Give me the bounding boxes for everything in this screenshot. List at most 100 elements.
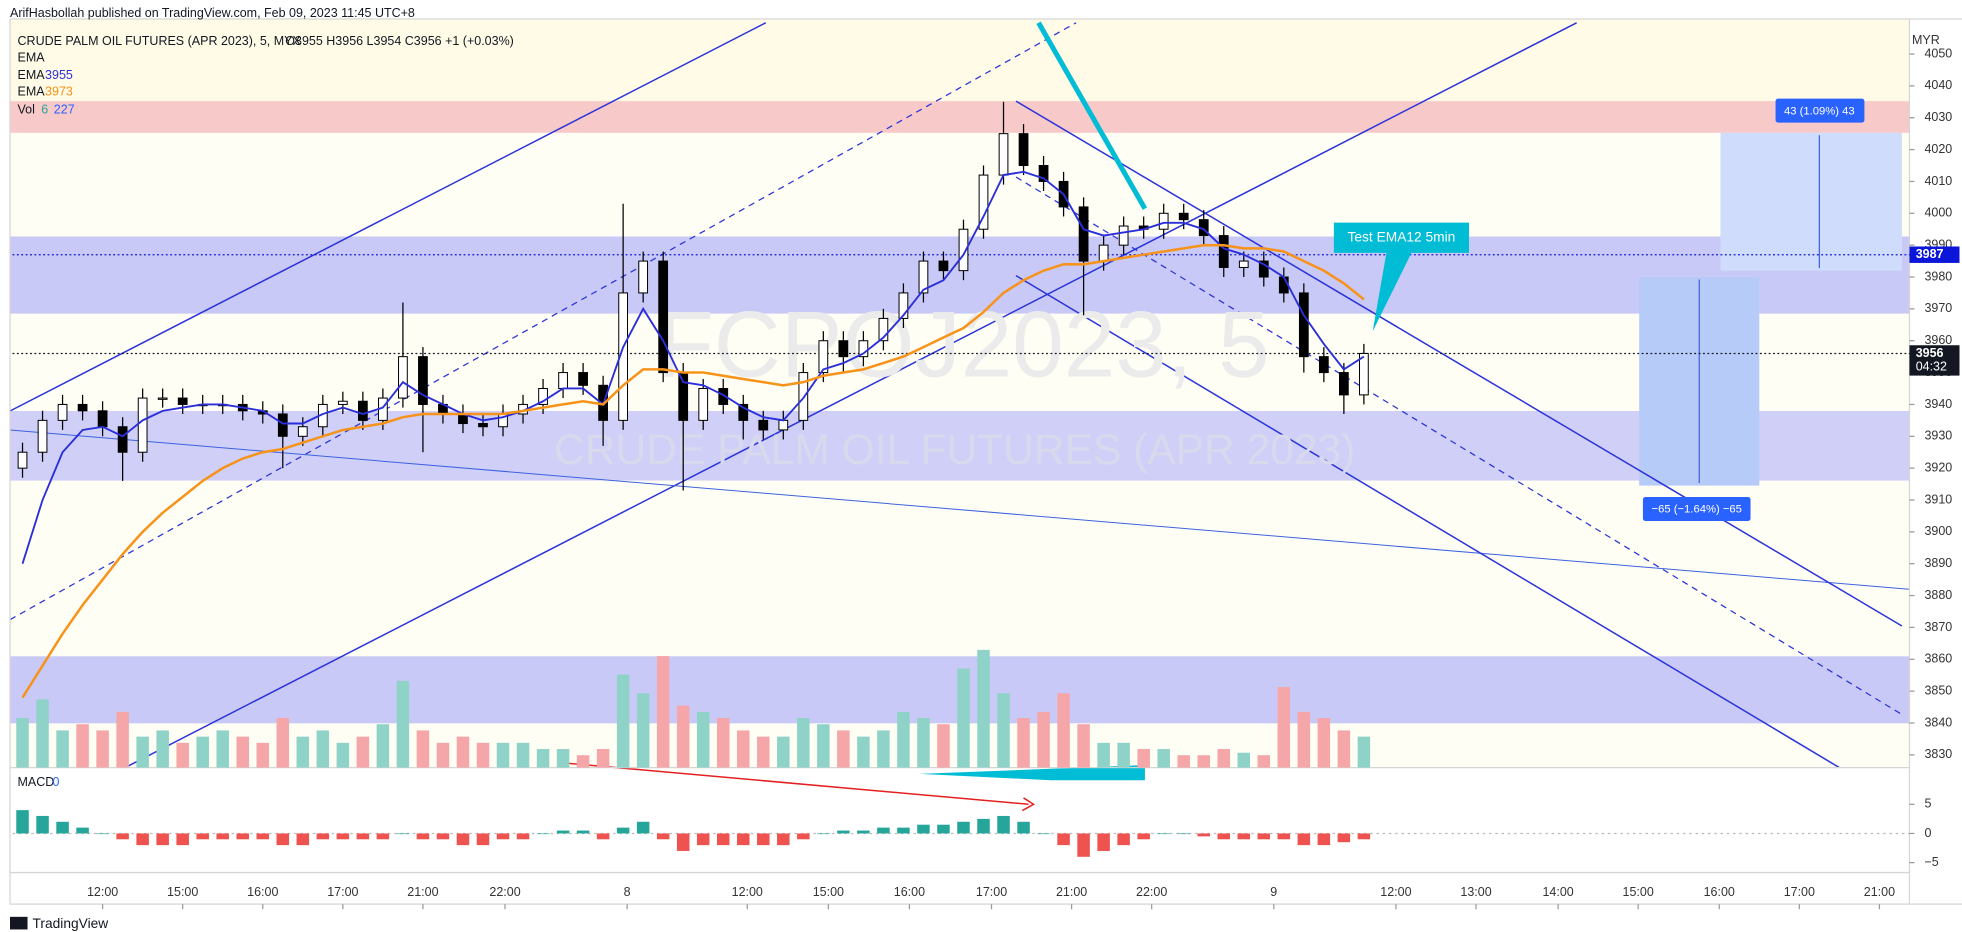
legend-value: 6 xyxy=(41,102,48,116)
volume-bar xyxy=(977,649,990,768)
volume-bar xyxy=(1117,742,1130,768)
macd-bar xyxy=(596,833,610,840)
candle-body xyxy=(137,397,148,453)
candle-body xyxy=(898,292,909,319)
macd-bar xyxy=(1237,833,1251,840)
x-tick-label: 15:00 xyxy=(1623,885,1654,899)
macd-bar xyxy=(96,833,109,835)
legend-entry: EMA xyxy=(18,50,46,64)
volume-bar xyxy=(396,680,410,768)
x-tick-label: 13:00 xyxy=(1460,885,1491,899)
volume-bar xyxy=(837,730,850,768)
macd-bar xyxy=(1037,833,1050,835)
annotation: Test EMA12 5min xyxy=(1348,228,1456,244)
y-tick-label: 3900 xyxy=(1924,524,1952,538)
x-tick-label: 9 xyxy=(1270,885,1277,899)
macd-bar xyxy=(296,833,310,846)
volume-bar xyxy=(216,730,229,768)
volume-bar xyxy=(16,718,29,768)
macd-bar xyxy=(156,833,169,846)
macd-bar xyxy=(196,833,209,840)
candle-body xyxy=(958,228,969,272)
volume-bar xyxy=(136,736,149,768)
volume-bar xyxy=(556,749,570,768)
volume-bar xyxy=(777,736,790,768)
volume-bar xyxy=(817,724,830,768)
macd-bar xyxy=(236,833,250,840)
candle-body xyxy=(1118,225,1129,246)
candle-body xyxy=(918,260,929,294)
brand: TradingView xyxy=(33,915,110,931)
candle-body xyxy=(838,340,849,358)
volume-bar xyxy=(1137,749,1150,768)
macd-bar xyxy=(416,833,430,840)
logo xyxy=(10,916,28,930)
volume-bar xyxy=(96,730,109,768)
candle-body xyxy=(1298,292,1309,358)
trend-line xyxy=(1015,100,1903,627)
macd-tick-label: 5 xyxy=(1924,797,1931,811)
x-tick-label: 15:00 xyxy=(813,885,844,899)
candle-body xyxy=(1318,356,1329,374)
y-tick-label: 3940 xyxy=(1924,397,1952,411)
macd-bar xyxy=(1297,833,1311,846)
macd-bar xyxy=(536,833,550,835)
macd-bar xyxy=(436,833,450,840)
volume-bar xyxy=(1077,724,1090,768)
y-tick-label: 4050 xyxy=(1924,46,1952,60)
trend-line xyxy=(9,22,767,412)
callout xyxy=(1333,222,1469,332)
candle-body xyxy=(1178,212,1189,221)
trend-line xyxy=(9,429,1910,590)
macd-bar xyxy=(797,833,810,840)
x-tick-label: 14:00 xyxy=(1542,885,1573,899)
candle-body xyxy=(1359,352,1369,396)
legend-entry: MACD xyxy=(18,775,55,789)
volume-bar xyxy=(1277,687,1291,768)
annotation: −65 (−1.64%) −65 xyxy=(1652,504,1742,516)
candle-body xyxy=(758,419,769,431)
macd-bar xyxy=(1177,833,1190,835)
volume-bar xyxy=(76,724,89,768)
candle-body xyxy=(578,372,588,386)
volume-bar xyxy=(716,718,730,768)
volume-bar xyxy=(696,711,710,768)
watermark: FCPOJ2023, 5 xyxy=(657,292,1269,397)
volume-bar xyxy=(416,730,430,768)
legend-value: 0 xyxy=(53,775,60,789)
candle-body xyxy=(818,340,829,374)
x-tick-label: 17:00 xyxy=(976,885,1007,899)
macd-bar xyxy=(216,833,229,840)
x-tick-label: 21:00 xyxy=(407,885,438,899)
candle-body xyxy=(1078,206,1089,262)
volume-bar xyxy=(1017,718,1030,768)
candle-body xyxy=(778,419,789,431)
macd-bar xyxy=(396,833,410,835)
volume-bar xyxy=(316,730,330,768)
macd-bar xyxy=(716,833,730,846)
drawings xyxy=(9,18,1962,905)
volume-bar xyxy=(156,730,169,768)
y-tick-label: 3870 xyxy=(1924,620,1952,634)
y-tick-label: 3980 xyxy=(1924,269,1952,283)
macd-bar xyxy=(36,815,49,834)
volume-bar xyxy=(997,693,1010,768)
legend-value: 227 xyxy=(54,102,75,116)
candle-body xyxy=(17,451,28,469)
macd-bar xyxy=(1257,833,1271,840)
x-tick-label: 21:00 xyxy=(1864,885,1895,899)
macd-bar xyxy=(316,833,330,840)
macd-bar xyxy=(777,833,790,846)
volume-bar xyxy=(737,730,750,768)
volume-bar xyxy=(937,724,950,768)
volume-bar xyxy=(1257,755,1271,768)
macd-bar xyxy=(937,824,950,834)
volume-bar xyxy=(356,736,370,768)
legend-value: 3955 xyxy=(45,68,73,82)
macd-bar xyxy=(656,833,670,840)
volume-bar xyxy=(236,736,250,768)
macd-bar xyxy=(76,827,89,834)
badge xyxy=(1642,496,1751,522)
legend-entry: EMA xyxy=(18,68,46,82)
macd-bar xyxy=(176,833,189,846)
